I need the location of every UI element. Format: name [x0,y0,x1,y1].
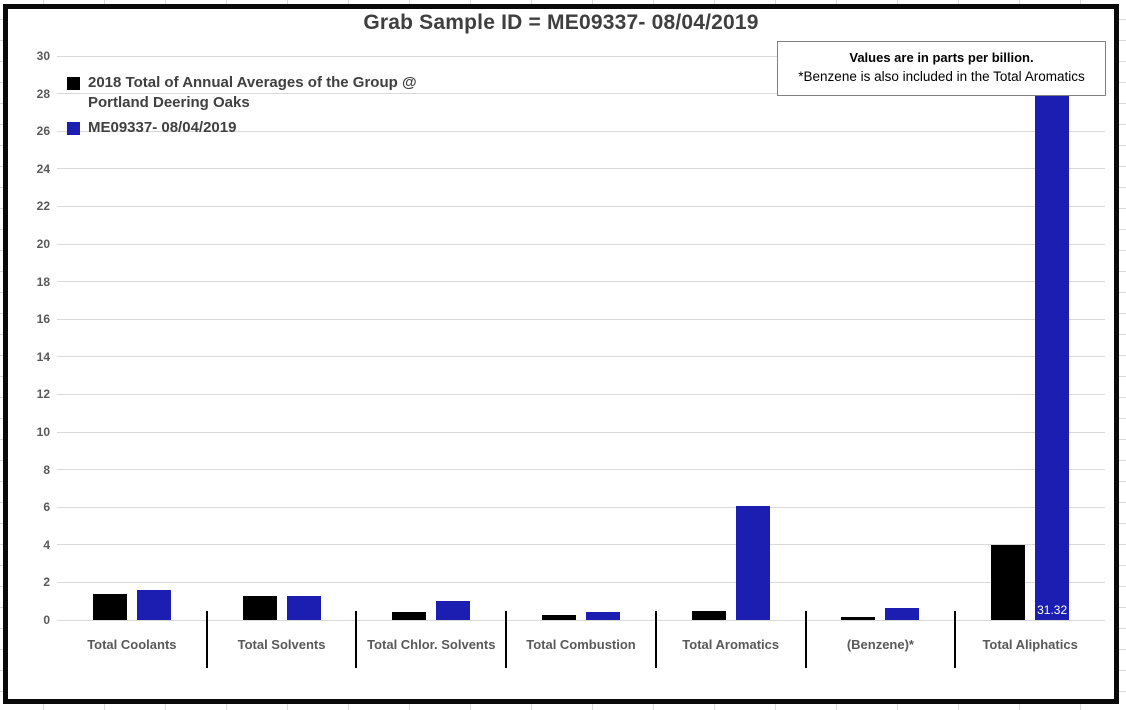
category-separator [804,611,807,668]
gridline [57,281,1105,283]
bar-grab-sample[interactable] [136,589,171,620]
y-axis-tick-label: 22 [36,199,50,214]
bar-2018-average[interactable] [392,612,427,620]
chart-legend: 2018 Total of Annual Averages of the Gro… [67,73,417,143]
bar-value-label: 31.32 [1037,603,1068,617]
gridline [57,431,1105,433]
gridline [57,130,1105,132]
x-axis-line [57,619,1105,621]
y-axis-tick-label: 12 [36,387,50,402]
legend-item-2018-average[interactable]: 2018 Total of Annual Averages of the Gro… [67,73,417,113]
bar-grab-sample[interactable] [436,601,471,620]
gridline [57,506,1105,508]
y-axis-tick-label: 18 [36,274,50,289]
y-axis-tick-label: 6 [43,500,50,515]
legend-label-grab-sample: ME09337- 08/04/2019 [88,119,237,136]
legend-label-2018-average: 2018 Total of Annual Averages of the Gro… [88,74,417,111]
plot-area: Grab Sample ID = ME09337- 08/04/2019 201… [8,9,1114,699]
gridline [57,544,1105,546]
y-axis-tick-label: 28 [36,86,50,101]
category-label: Total Chlor. Solvents [367,637,496,652]
legend-swatch-black [67,77,80,90]
gridline [57,469,1105,471]
bar-2018-average[interactable] [691,610,726,620]
category-label: Total Solvents [237,637,326,652]
note-units-line: Values are in parts per billion. [849,50,1034,65]
gridline [57,243,1105,245]
gridline [57,318,1105,320]
legend-item-grab-sample[interactable]: ME09337- 08/04/2019 [67,118,417,138]
bar-2018-average[interactable] [542,615,576,620]
gridline [57,205,1105,207]
legend-swatch-blue [67,122,80,135]
y-axis-tick-label: 2 [43,575,50,590]
chart-area[interactable]: Grab Sample ID = ME09337- 08/04/2019 201… [3,4,1119,704]
gridline [57,55,1105,57]
y-axis-tick-label: 24 [36,161,50,176]
chart-title: Grab Sample ID = ME09337- 08/04/2019 [363,11,759,34]
gridline [57,393,1105,395]
bar-2018-average[interactable] [991,544,1026,620]
category-separator [355,611,358,668]
bar-grab-sample[interactable] [286,595,321,620]
bar-2018-average[interactable] [92,593,127,620]
y-axis-tick-label: 26 [36,124,50,139]
y-axis-tick-label: 4 [43,537,50,552]
y-axis-tick-label: 30 [36,49,50,63]
gridline [57,168,1105,170]
y-axis-tick-label: 16 [36,312,50,327]
category-label: Total Coolants [87,637,177,652]
category-label: Total Aliphatics [982,637,1078,652]
category-separator [954,611,957,668]
bar-2018-average[interactable] [841,617,876,620]
bar-grab-sample[interactable] [735,506,770,620]
gridline [57,581,1105,583]
bar-grab-sample[interactable] [586,612,620,620]
y-axis-tick-label: 0 [43,613,50,627]
category-separator [205,611,208,668]
bar-grab-sample[interactable] [885,607,920,620]
bar-2018-average[interactable] [242,595,277,620]
category-separator [654,611,657,668]
category-label: (Benzene)* [846,637,914,652]
category-separator [505,611,508,668]
gridline [57,356,1105,358]
gridline [57,93,1105,95]
y-axis-tick-label: 10 [36,425,50,439]
y-axis-tick-label: 8 [43,462,50,477]
y-axis-tick-label: 14 [36,349,50,364]
note-box: Values are in parts per billion. *Benzen… [777,41,1106,96]
category-label: Total Aromatics [682,637,780,652]
y-axis-tick-label: 20 [36,237,50,251]
note-benzene-line: *Benzene is also included in the Total A… [798,69,1085,84]
bar-grab-sample[interactable] [1035,56,1070,620]
category-label: Total Combustion [526,637,636,652]
